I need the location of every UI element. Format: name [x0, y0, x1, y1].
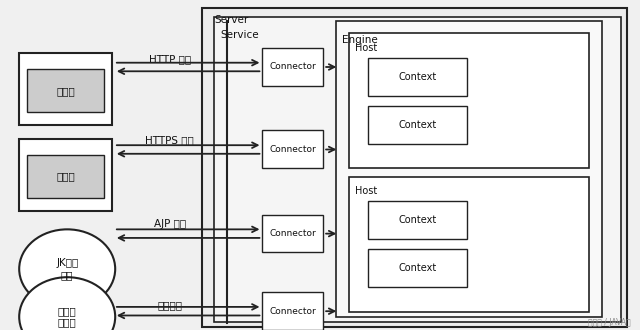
- Text: Connector: Connector: [269, 145, 316, 154]
- Bar: [19, 53, 112, 125]
- Bar: [349, 33, 589, 168]
- Bar: [368, 249, 467, 287]
- Bar: [262, 130, 323, 168]
- Text: Connector: Connector: [269, 62, 316, 71]
- Text: JK连接
程序: JK连接 程序: [56, 258, 78, 280]
- Text: Context: Context: [399, 119, 436, 130]
- Text: 头条号 / JAVA馆: 头条号 / JAVA馆: [588, 318, 630, 327]
- Bar: [368, 58, 467, 96]
- Bar: [368, 201, 467, 239]
- Text: Context: Context: [399, 263, 436, 273]
- Bar: [19, 139, 112, 211]
- Bar: [202, 8, 627, 327]
- Bar: [262, 48, 323, 86]
- Bar: [336, 21, 602, 317]
- Text: Context: Context: [399, 72, 436, 82]
- Bar: [27, 155, 104, 198]
- Text: Context: Context: [399, 215, 436, 225]
- Text: Engine: Engine: [342, 35, 378, 45]
- Text: 其他连
接程序: 其他连 接程序: [58, 306, 77, 328]
- Text: Host: Host: [355, 43, 378, 53]
- Text: HTTPS 协议: HTTPS 协议: [145, 135, 194, 145]
- Bar: [262, 214, 323, 252]
- Bar: [262, 292, 323, 330]
- Text: AJP 协议: AJP 协议: [154, 219, 186, 229]
- Bar: [368, 106, 467, 144]
- Text: Service: Service: [221, 30, 259, 40]
- Text: HTTP 协议: HTTP 协议: [148, 54, 191, 64]
- Text: 浏览器: 浏览器: [56, 172, 75, 182]
- Text: Connector: Connector: [269, 307, 316, 315]
- Ellipse shape: [19, 229, 115, 309]
- Bar: [27, 69, 104, 112]
- Ellipse shape: [19, 277, 115, 330]
- Text: Connector: Connector: [269, 229, 316, 238]
- Bar: [214, 16, 621, 322]
- Text: 浏览器: 浏览器: [56, 86, 75, 96]
- Text: 其他协议: 其他协议: [157, 300, 182, 310]
- Bar: [349, 177, 589, 312]
- Text: Server: Server: [214, 15, 249, 25]
- Text: Host: Host: [355, 186, 378, 196]
